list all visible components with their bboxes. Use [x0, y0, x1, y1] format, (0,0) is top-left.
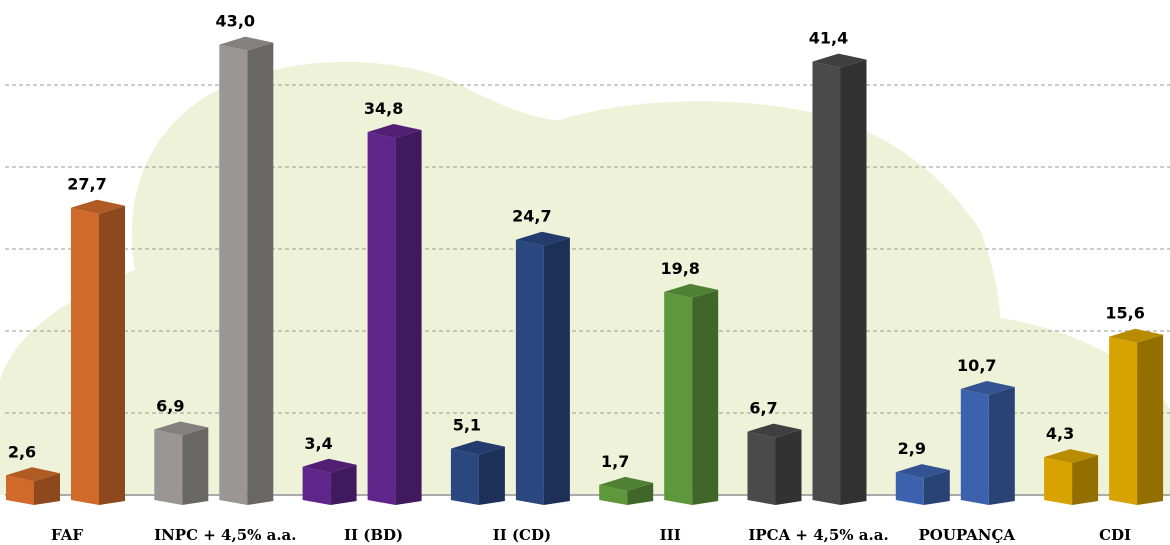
bar-face	[1072, 455, 1099, 505]
bar-face	[664, 283, 719, 298]
bar-face	[1109, 328, 1164, 343]
bar-face	[840, 59, 867, 506]
bar-face	[6, 475, 34, 505]
bar-face	[154, 429, 183, 505]
bar-face	[1044, 449, 1099, 464]
bar	[515, 231, 570, 505]
value-label: 1,7	[601, 452, 629, 471]
x-tick-label: INPC + 4,5% a.a.	[154, 526, 296, 544]
x-tick-label: FAF	[51, 526, 83, 544]
bar-face	[747, 423, 802, 438]
bar-face	[302, 458, 357, 473]
background-cloud	[0, 61, 1170, 496]
bar	[71, 199, 125, 505]
value-label: 6,9	[156, 396, 184, 415]
bar-face	[1137, 334, 1164, 505]
bar-face	[543, 237, 570, 505]
bar-face	[330, 464, 357, 505]
bar-face	[247, 42, 274, 506]
bar-face	[627, 482, 654, 505]
bar	[450, 440, 505, 505]
value-label: 5,1	[453, 416, 481, 435]
bar	[812, 53, 867, 506]
x-tick-label: IPCA + 4,5% a.a.	[748, 526, 888, 544]
bar-face	[895, 464, 950, 479]
value-label: 10,7	[957, 356, 996, 375]
bar-face	[692, 289, 719, 505]
bar-face	[71, 199, 125, 214]
bar	[1109, 328, 1164, 505]
bar	[154, 421, 209, 505]
bar	[895, 464, 950, 505]
x-tick-label: CDI	[1099, 526, 1131, 544]
bar	[960, 380, 1015, 505]
bar-face	[1044, 457, 1073, 505]
bar-face	[599, 484, 628, 505]
bar	[219, 36, 274, 506]
bar-face	[812, 53, 867, 68]
bar-face	[478, 446, 505, 505]
bar-face	[515, 239, 544, 505]
bar-face	[599, 476, 654, 491]
value-label: 2,9	[898, 439, 926, 458]
bar	[1044, 449, 1099, 505]
value-label: 41,4	[809, 29, 848, 48]
bar-face	[895, 472, 924, 505]
bar	[599, 476, 654, 505]
value-label: 19,8	[660, 259, 699, 278]
bar-face	[99, 205, 125, 505]
bar-face	[367, 124, 422, 139]
x-tick-label: III	[660, 526, 681, 544]
bar-face	[1109, 336, 1138, 505]
bar-face	[219, 44, 248, 506]
bar-face	[450, 448, 479, 505]
value-label: 27,7	[67, 175, 106, 194]
bar	[302, 458, 357, 505]
value-label: 24,7	[512, 207, 551, 226]
bar-face	[664, 291, 693, 505]
x-tick-label: POUPANÇA	[919, 526, 1016, 544]
bar-face	[450, 440, 505, 455]
bar	[664, 283, 719, 505]
bar-face	[988, 386, 1015, 505]
bar-face	[302, 466, 331, 505]
value-label: 2,6	[8, 442, 36, 461]
bar-face	[395, 130, 422, 506]
bar-face	[71, 207, 99, 505]
bar-face	[960, 380, 1015, 395]
bar-face	[515, 231, 570, 246]
bar-face	[6, 467, 60, 482]
value-label: 4,3	[1046, 424, 1074, 443]
bar-face	[775, 429, 802, 505]
bar	[367, 124, 422, 506]
bar-face	[367, 132, 396, 506]
bar-face	[182, 427, 209, 505]
value-label: 34,8	[364, 99, 403, 118]
bar	[6, 467, 60, 505]
bar	[747, 423, 802, 505]
value-label: 15,6	[1105, 304, 1144, 323]
bar-face	[34, 473, 60, 505]
bar-face	[812, 61, 841, 506]
bar-face	[219, 36, 274, 51]
bar-face	[154, 421, 209, 436]
x-tick-label: II (BD)	[344, 526, 403, 544]
x-tick-label: II (CD)	[493, 526, 551, 544]
bar-face	[923, 470, 950, 505]
bar-face	[747, 431, 776, 505]
value-label: 3,4	[304, 434, 332, 453]
value-label: 43,0	[216, 12, 255, 31]
value-label: 6,7	[749, 399, 777, 418]
bar-face	[960, 388, 989, 505]
